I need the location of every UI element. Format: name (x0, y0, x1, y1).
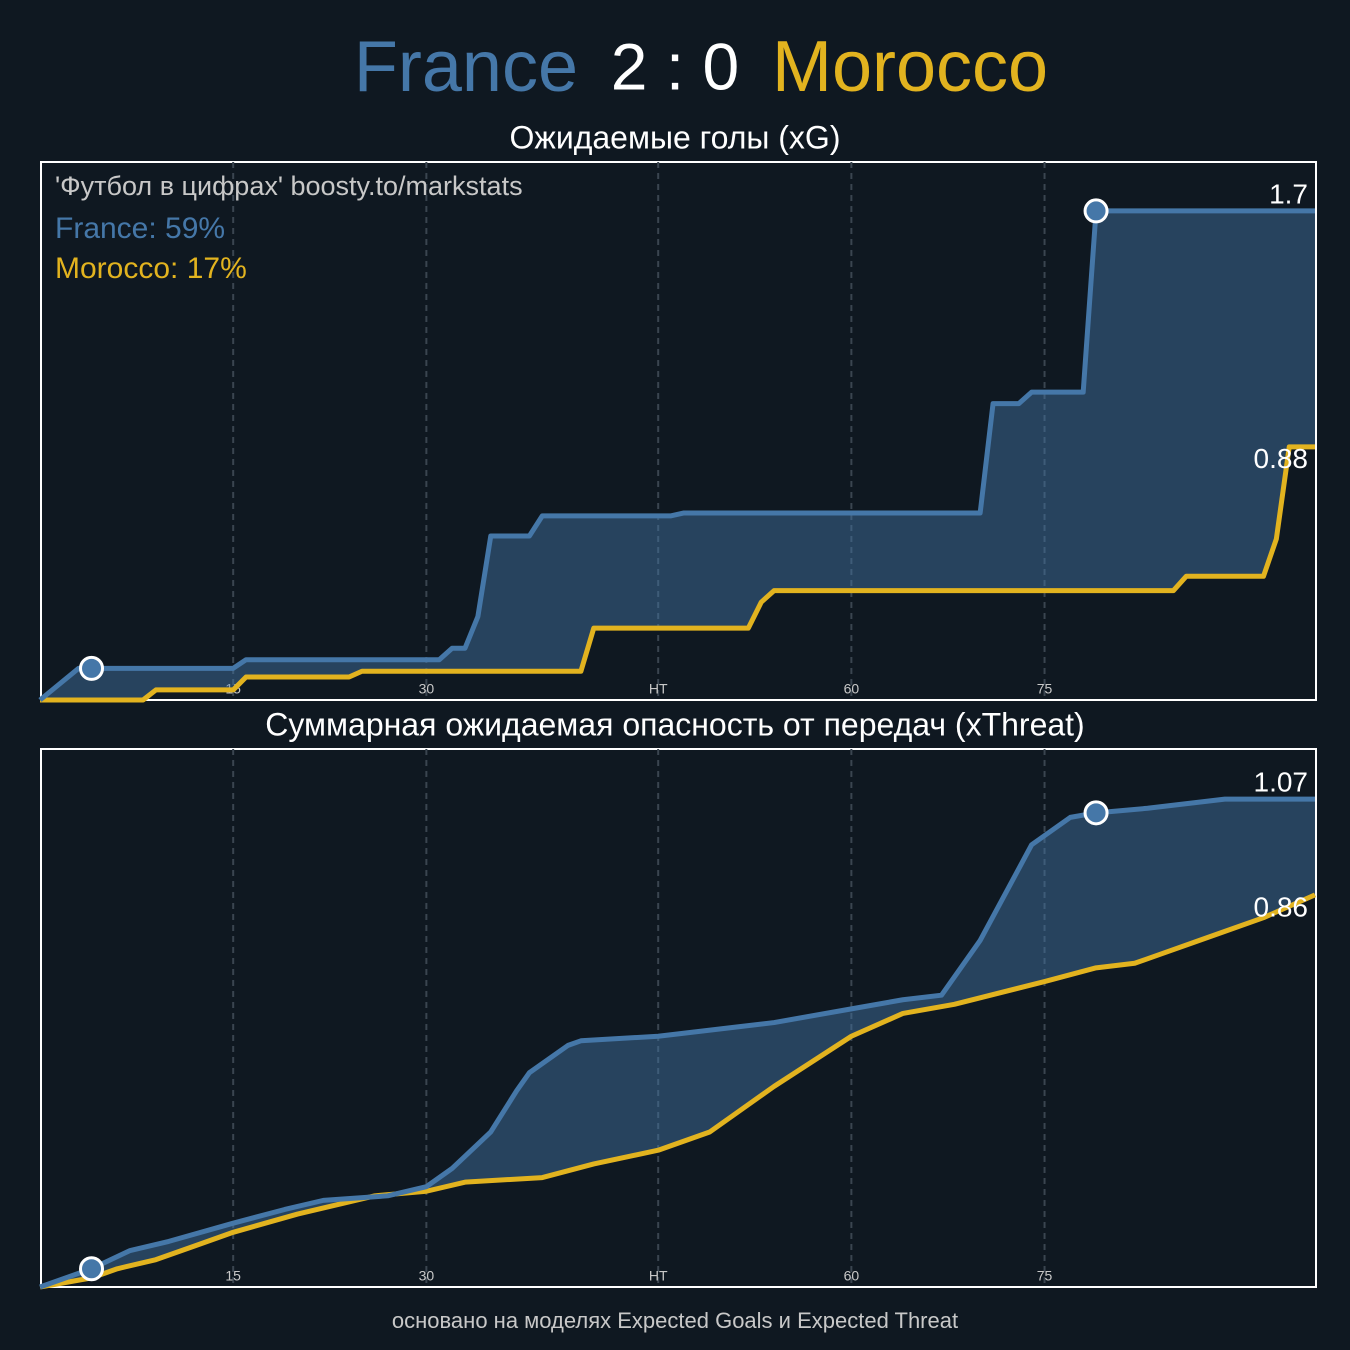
series-line (38, 208, 1315, 702)
goal-marker (79, 655, 105, 681)
end-label: 1.07 (1254, 767, 1309, 798)
series-line (40, 444, 1315, 703)
x-tick-label: 75 (1037, 1268, 1053, 1284)
x-tick-label: HT (649, 1268, 668, 1284)
chart-subtitle: Суммарная ожидаемая опасность от передач… (265, 706, 1084, 742)
annotation: 'Футбол в цифрах' boosty.to/markstats (55, 171, 523, 201)
gap-fill (40, 799, 1315, 1287)
x-tick-label: 15 (225, 1268, 241, 1284)
chart-subtitle: Ожидаемые голы (xG) (510, 119, 841, 155)
end-label: 1.7 (1269, 178, 1308, 209)
x-tick-label: 30 (419, 681, 435, 697)
footer: основано на моделях Expected Goals и Exp… (392, 1308, 958, 1333)
annotation: France: 59% (55, 212, 225, 245)
home-team: France (354, 27, 578, 107)
x-tick-label: 30 (419, 1268, 435, 1284)
end-label: 0.86 (1254, 891, 1309, 922)
goal-marker (1083, 800, 1109, 826)
end-label: 0.88 (1254, 443, 1309, 474)
score: 2 : 0 (611, 29, 739, 103)
gap-fill (40, 210, 1315, 700)
series-line (39, 796, 1315, 1290)
plot-frame (40, 748, 1317, 1288)
x-tick-label: 75 (1037, 681, 1053, 697)
x-tick-label: 60 (844, 681, 860, 697)
series-line (39, 892, 1317, 1290)
x-tick-label: HT (649, 681, 668, 697)
goal-marker (1083, 198, 1109, 224)
annotation: Morocco: 17% (55, 252, 247, 285)
goal-marker (79, 1256, 105, 1282)
plot-frame (40, 161, 1317, 701)
x-tick-label: 60 (844, 1268, 860, 1284)
away-team: Morocco (772, 27, 1048, 107)
